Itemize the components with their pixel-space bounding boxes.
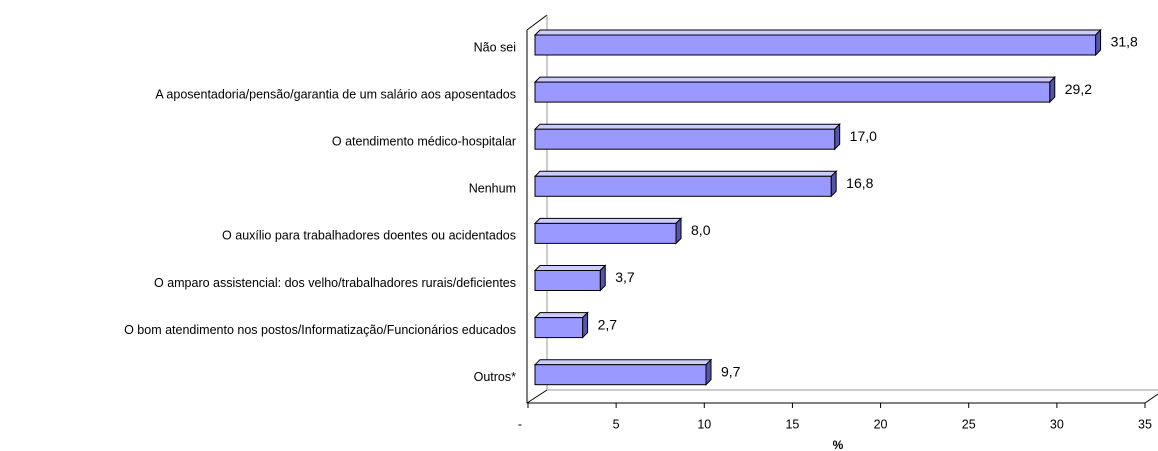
value-label: 2,7 xyxy=(598,316,618,332)
bar-top xyxy=(533,265,607,271)
value-label: 8,0 xyxy=(691,222,711,238)
bar xyxy=(534,34,1097,56)
x-tick-label: 25 xyxy=(962,417,976,431)
y-tick-label: O bom atendimento nos postos/Informatiza… xyxy=(124,323,516,337)
bar-top xyxy=(533,359,713,366)
value-label: 3,7 xyxy=(615,269,635,285)
bar xyxy=(534,128,836,150)
bar-top xyxy=(533,312,589,319)
bar-top xyxy=(533,76,1056,83)
x-tick-label: 30 xyxy=(1050,417,1064,431)
x-tick-label: 10 xyxy=(697,417,711,431)
x-tick-label: 5 xyxy=(613,417,620,431)
x-tick-label: 20 xyxy=(874,417,888,431)
bar xyxy=(534,270,601,291)
x-tick-label: 35 xyxy=(1138,417,1152,431)
bar xyxy=(534,364,707,386)
bar-side xyxy=(705,358,712,386)
bar-side xyxy=(830,170,837,198)
bar-top xyxy=(533,29,1102,36)
y-tick-label: O amparo assistencial: dos velho/trabalh… xyxy=(154,276,516,290)
bar-side xyxy=(599,264,606,292)
y-tick-label: O atendimento médico-hospitalar xyxy=(332,134,516,148)
bar xyxy=(534,222,677,244)
bar xyxy=(534,81,1051,103)
y-tick-label: A aposentadoria/pensão/garantia de um sa… xyxy=(155,87,516,101)
depth-line xyxy=(526,14,548,31)
bar-side xyxy=(1049,75,1056,104)
floor-edge xyxy=(526,389,548,404)
bar-side xyxy=(675,217,682,245)
x-tick-label: 15 xyxy=(785,417,799,431)
y-tick-label: Não sei xyxy=(474,40,516,54)
bar-side xyxy=(582,311,589,339)
bar-top xyxy=(533,217,683,224)
bar-top xyxy=(533,170,838,177)
bar xyxy=(534,317,584,339)
y-tick-label: Nenhum xyxy=(469,182,516,196)
floor-edge-right xyxy=(1144,393,1158,404)
bar-side xyxy=(834,122,841,151)
value-label: 9,7 xyxy=(721,363,741,379)
x-axis-label: % xyxy=(833,438,844,451)
bar-side xyxy=(1095,28,1102,57)
value-label: 29,2 xyxy=(1065,81,1092,97)
bar-top xyxy=(533,123,841,130)
x-tick-label: - xyxy=(518,417,522,431)
y-tick-label: O auxílio para trabalhadores doentes ou … xyxy=(222,229,516,243)
y-tick-label: Outros* xyxy=(474,370,517,384)
value-label: 31,8 xyxy=(1111,34,1138,50)
bar xyxy=(534,175,832,197)
value-label: 16,8 xyxy=(846,175,873,191)
value-label: 17,0 xyxy=(850,128,877,144)
